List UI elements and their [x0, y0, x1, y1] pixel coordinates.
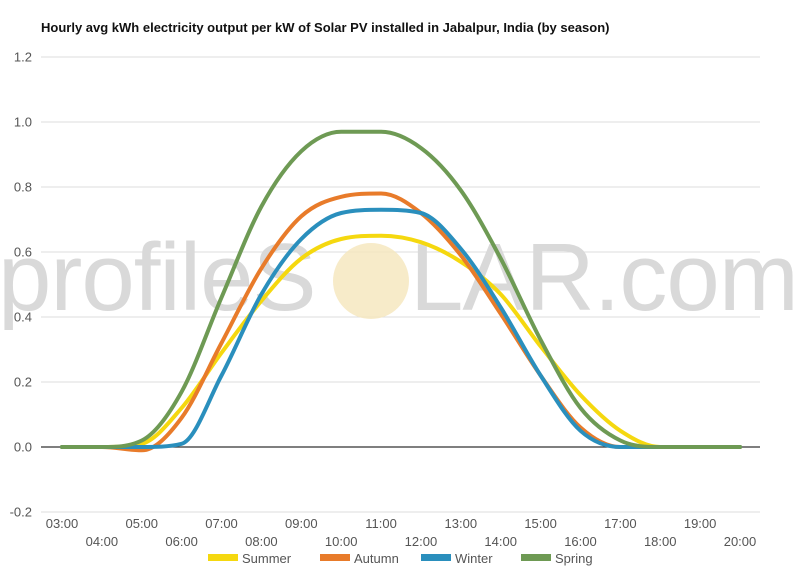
x-tick-label: 09:00: [285, 516, 318, 531]
y-tick-label: 0.0: [14, 440, 32, 455]
x-tick-label: 06:00: [165, 534, 198, 549]
series-lines: [60, 129, 742, 453]
legend-label-winter: Winter: [455, 551, 493, 566]
y-tick-label: -0.2: [10, 505, 32, 520]
x-tick-label: 20:00: [724, 534, 757, 549]
watermark: profileS LAR.com: [0, 224, 799, 331]
series-line-winter: [60, 207, 742, 449]
x-tick-label: 19:00: [684, 516, 717, 531]
series-line-summer: [60, 233, 742, 449]
legend-swatch-spring: [521, 554, 551, 561]
x-tick-label: 15:00: [524, 516, 557, 531]
chart-title: Hourly avg kWh electricity output per kW…: [41, 20, 610, 35]
x-tick-label: 17:00: [604, 516, 637, 531]
series-line-spring: [60, 129, 742, 449]
legend-label-spring: Spring: [555, 551, 593, 566]
legend-swatch-winter: [421, 554, 451, 561]
y-tick-label: 0.6: [14, 245, 32, 260]
y-tick-label: 1.2: [14, 50, 32, 65]
legend-label-summer: Summer: [242, 551, 292, 566]
y-tick-label: 0.8: [14, 180, 32, 195]
x-axis-ticks: 03:00 05:00 07:00 09:00 11:00 13:00 15:00 17:00…: [46, 516, 757, 549]
x-tick-label: 14:00: [484, 534, 517, 549]
legend-label-autumn: Autumn: [354, 551, 399, 566]
x-tick-label: 12:00: [405, 534, 438, 549]
x-tick-label: 13:00: [445, 516, 478, 531]
x-tick-label: 05:00: [125, 516, 158, 531]
x-tick-label: 07:00: [205, 516, 238, 531]
y-tick-label: 0.2: [14, 375, 32, 390]
x-tick-label: 10:00: [325, 534, 358, 549]
watermark-sun-icon: [333, 243, 409, 319]
y-axis-ticks: 1.2 1.0 0.8 0.6 0.4 0.2 0.0 -0.2: [10, 50, 32, 520]
x-tick-label: 08:00: [245, 534, 278, 549]
x-tick-label: 16:00: [564, 534, 597, 549]
y-tick-label: 1.0: [14, 115, 32, 130]
y-tick-label: 0.4: [14, 310, 32, 325]
x-tick-label: 18:00: [644, 534, 677, 549]
legend-swatch-autumn: [320, 554, 350, 561]
watermark-right: LAR.com: [410, 224, 798, 331]
legend-swatch-summer: [208, 554, 238, 561]
watermark-left: profileS: [0, 224, 316, 331]
x-tick-label: 04:00: [86, 534, 119, 549]
legend: Summer Autumn Winter Spring: [208, 551, 593, 566]
x-tick-label: 11:00: [365, 516, 397, 531]
x-tick-label: 03:00: [46, 516, 79, 531]
